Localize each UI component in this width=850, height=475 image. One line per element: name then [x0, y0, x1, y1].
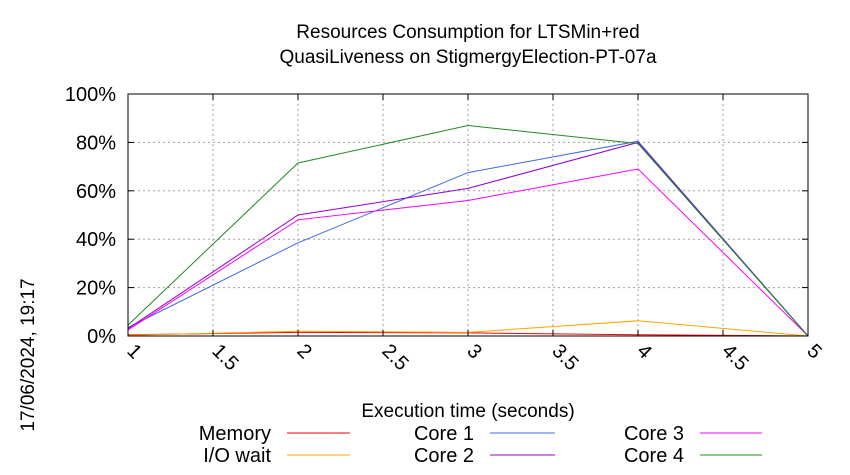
x-axis-label: Execution time (seconds)	[361, 401, 574, 422]
legend-label-core-3: Core 3	[624, 423, 684, 445]
x-tick-label: 1	[122, 340, 145, 363]
x-tick-label: 1.5	[207, 340, 242, 375]
x-tick-label: 4.5	[717, 340, 752, 375]
legend-label-memory: Memory	[199, 423, 271, 445]
legend-label-i-o-wait: I/O wait	[203, 445, 271, 467]
series-line-core-1	[127, 140, 809, 337]
series-line-core-4	[127, 124, 809, 337]
y-tick-label: 100%	[65, 84, 116, 106]
y-tick-label: 0%	[87, 326, 116, 348]
series-line-core-3	[127, 168, 809, 337]
legend-label-core-1: Core 1	[414, 423, 474, 445]
series-line-core-2	[127, 141, 809, 337]
chart-title-line-2: QuasiLiveness on StigmergyElection-PT-07…	[279, 47, 656, 68]
chart-title-line-1: Resources Consumption for LTSMin+red	[296, 22, 639, 43]
y-axis-ticks: 0% 20% 40% 60% 80% 100%	[65, 84, 808, 348]
y-tick-label: 80%	[76, 132, 116, 154]
y-tick-label: 20%	[76, 278, 116, 300]
x-tick-label: 3	[462, 340, 485, 363]
y-tick-label: 60%	[76, 181, 116, 203]
x-tick-label: 5	[802, 340, 825, 363]
timestamp-label: 17/06/2024, 19:17	[18, 278, 39, 431]
y-tick-label: 40%	[76, 229, 116, 251]
x-tick-label: 3.5	[547, 340, 582, 375]
x-tick-label: 4	[632, 340, 655, 363]
legend-label-core-2: Core 2	[414, 445, 474, 467]
x-tick-label: 2	[292, 340, 315, 363]
legend-label-core-4: Core 4	[624, 445, 684, 467]
x-tick-label: 2.5	[377, 340, 412, 375]
grid-lines	[128, 94, 808, 336]
